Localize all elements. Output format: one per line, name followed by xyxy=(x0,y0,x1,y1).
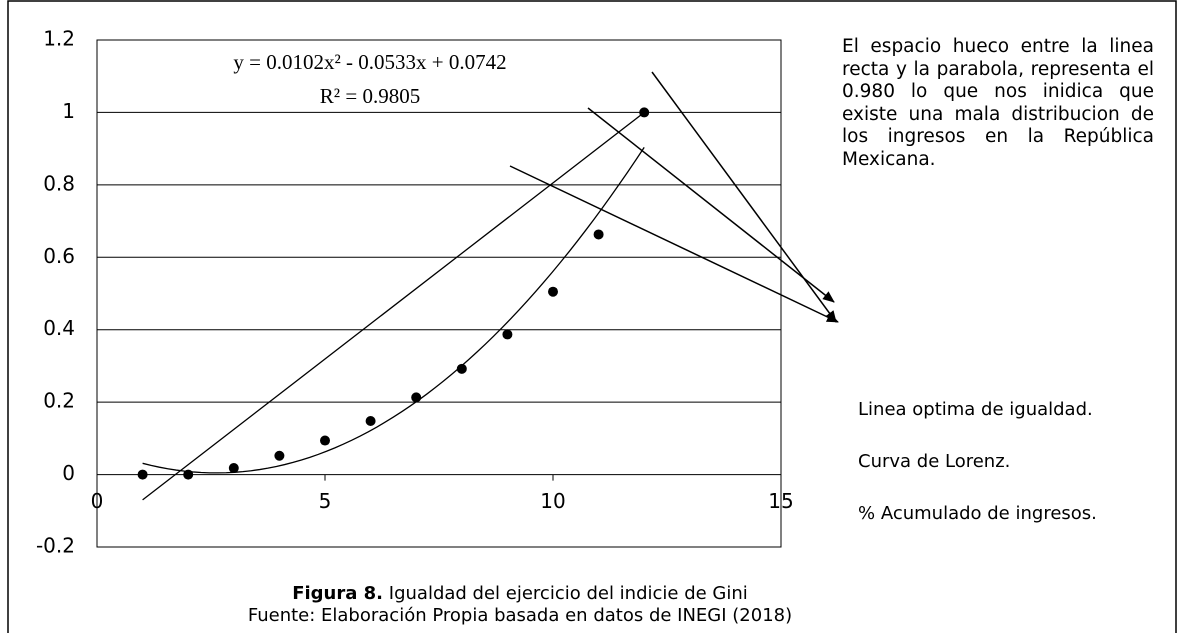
trend-curve xyxy=(142,147,645,474)
y-tick-label: 1 xyxy=(62,99,75,123)
x-tick-label: 0 xyxy=(91,489,104,513)
point xyxy=(411,392,422,403)
r-squared: R² = 0.9805 xyxy=(320,84,420,108)
x-tick-label: 5 xyxy=(319,489,332,513)
arrow xyxy=(651,71,837,323)
y-tick-label: 0 xyxy=(62,461,75,485)
plot-area xyxy=(96,39,782,548)
x-tick-label: 10 xyxy=(540,489,565,513)
point xyxy=(639,107,650,118)
label: Curva de Lorenz. xyxy=(858,451,1010,472)
point xyxy=(456,363,467,374)
annotation: El espacio hueco entre la linea recta y … xyxy=(842,36,1154,170)
caption-bold: Figura 8. xyxy=(292,583,383,604)
y-tick-label: 0.6 xyxy=(43,244,75,268)
equality-line xyxy=(142,111,645,501)
point xyxy=(593,229,604,240)
y-tick-label: 0.8 xyxy=(43,171,75,195)
trend-equation: y = 0.0102x² - 0.0533x + 0.0742 xyxy=(233,50,506,74)
point xyxy=(548,286,558,297)
caption: Figura 8. Igualdad del ejercicio del ind… xyxy=(292,583,748,604)
y-tick-label: 0.4 xyxy=(43,316,75,340)
arrow xyxy=(587,107,835,303)
frame xyxy=(7,0,1177,633)
y-tick-label: 0.2 xyxy=(43,389,75,413)
point xyxy=(137,469,148,480)
arrow xyxy=(509,165,839,323)
point xyxy=(320,435,330,446)
source: Fuente: Elaboración Propia basada en dat… xyxy=(248,605,792,626)
point xyxy=(228,463,239,474)
label: Linea optima de igualdad. xyxy=(858,399,1093,420)
caption-text: Igualdad del ejercicio del indicie de Gi… xyxy=(389,583,748,604)
y-tick-label: 1.2 xyxy=(43,27,75,51)
point xyxy=(502,329,513,340)
point xyxy=(274,450,285,461)
label: % Acumulado de ingresos. xyxy=(858,503,1097,524)
point xyxy=(183,469,194,480)
x-tick-label: 15 xyxy=(768,489,793,513)
y-tick-label: -0.2 xyxy=(36,534,75,558)
point xyxy=(365,415,376,426)
